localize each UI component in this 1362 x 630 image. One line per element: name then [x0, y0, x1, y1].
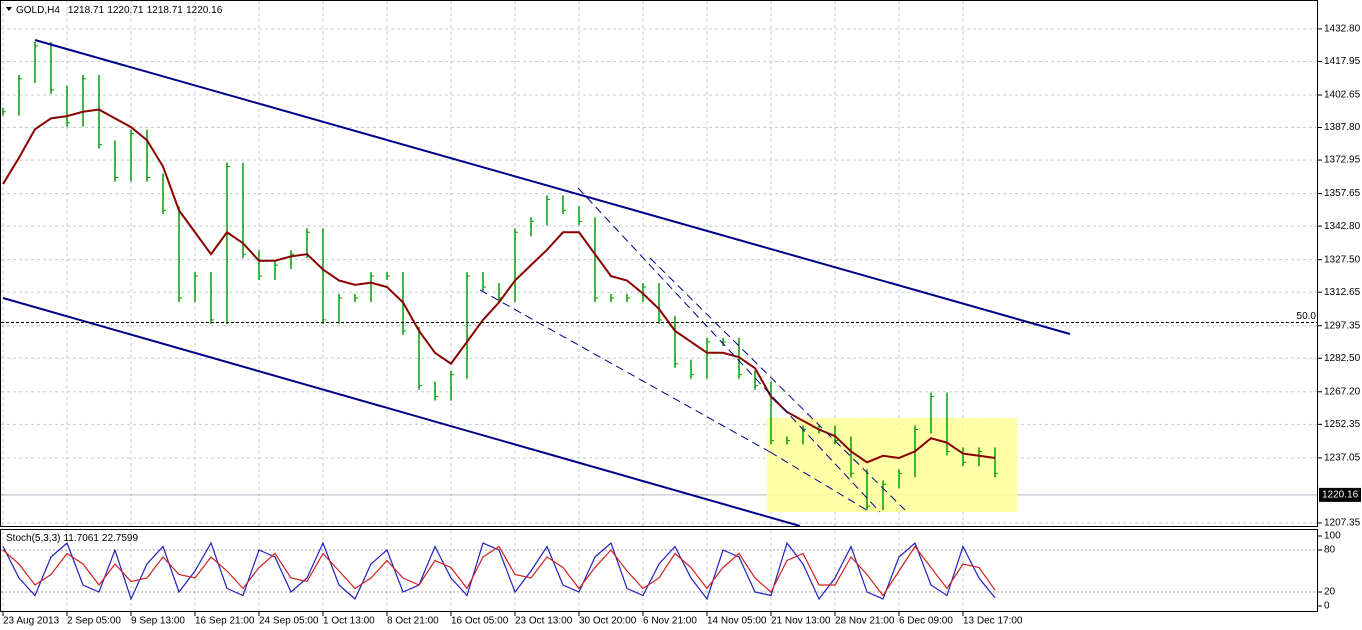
x-tick-label: 30 Oct 20:00	[579, 616, 637, 627]
y-tick-label: 1297.35	[1324, 320, 1361, 331]
stoch-frame	[0, 529, 1318, 612]
indicator-value: 22.7599	[102, 533, 139, 544]
indicator-name: Stoch(5,3,3)	[6, 533, 60, 544]
x-tick-label: 21 Nov 13:00	[771, 616, 831, 627]
y-tick-label: 100	[1324, 531, 1341, 542]
y-tick-label: 80	[1324, 545, 1336, 556]
x-tick-label: 9 Sep 13:00	[131, 616, 185, 627]
y-tick-label: 1402.65	[1324, 90, 1361, 101]
ohlc-value: 1220.16	[186, 5, 223, 16]
highlight-box	[767, 418, 1017, 512]
y-tick-label: 1417.95	[1324, 56, 1361, 67]
y-tick-label: 20	[1324, 587, 1336, 598]
y-tick-label: 1327.50	[1324, 254, 1361, 265]
ohlc-value: 1218.71	[147, 5, 184, 16]
channel-lower	[2, 297, 801, 527]
x-tick-label: 14 Nov 05:00	[707, 616, 767, 627]
x-tick-label: 23 Aug 2013	[3, 616, 60, 627]
series-line	[2, 545, 996, 597]
current-price: 1220.16	[1322, 490, 1359, 501]
y-tick-label: 1372.95	[1324, 155, 1361, 166]
x-tick-label: 28 Nov 21:00	[835, 616, 895, 627]
indicator-value: 11.7061	[63, 533, 99, 544]
trend-dash	[649, 257, 906, 511]
trend-dash	[769, 451, 871, 513]
menu-arrow	[6, 7, 12, 11]
x-tick-label: 16 Sep 21:00	[195, 616, 255, 627]
current-price-box	[1319, 487, 1361, 502]
x-tick-label: 6 Dec 09:00	[899, 616, 953, 627]
trend-dash	[577, 187, 881, 513]
x-tick-label: 1 Oct 13:00	[323, 616, 375, 627]
channel-upper	[34, 39, 1071, 335]
stoch-header: Stoch(5,3,3) 11.7061 22.7599	[6, 533, 138, 544]
x-tick-label: 24 Sep 05:00	[259, 616, 319, 627]
level-label: 50.0	[1297, 311, 1317, 322]
y-tick-label: 1252.35	[1324, 419, 1361, 430]
y-tick-label: 1342.80	[1324, 221, 1361, 232]
y-tick-label: 1432.80	[1324, 24, 1361, 35]
symbol-header: GOLD,H4 1218.71 1220.71 1218.71 1220.16	[16, 5, 223, 16]
ohlc-value: 1218.71	[68, 5, 105, 16]
x-tick-label: 8 Oct 21:00	[387, 616, 439, 627]
main-frame	[0, 0, 1318, 527]
y-tick-label: 1357.65	[1324, 188, 1361, 199]
x-tick-label: 6 Nov 21:00	[643, 616, 697, 627]
trend-dash	[479, 289, 771, 453]
marks	[2, 42, 998, 601]
ohlc-value: 1220.71	[107, 5, 144, 16]
y-tick-label: 1237.05	[1324, 453, 1361, 464]
y-tick-label: 1267.20	[1324, 386, 1361, 397]
symbol: GOLD,H4	[16, 5, 60, 16]
x-tick-label: 16 Oct 05:00	[451, 616, 509, 627]
y-tick-label: 1207.35	[1324, 518, 1361, 529]
x-tick-label: 13 Dec 17:00	[963, 616, 1023, 627]
y-tick-label: 1387.80	[1324, 122, 1361, 133]
x-tick-label: 23 Oct 13:00	[515, 616, 573, 627]
y-tick-label: 1312.65	[1324, 287, 1361, 298]
y-tick-label: 0	[1324, 601, 1330, 612]
grid	[1, 1, 1317, 611]
series-line	[2, 108, 996, 464]
x-tick-label: 2 Sep 05:00	[67, 616, 121, 627]
y-tick-label: 1282.50	[1324, 353, 1361, 364]
